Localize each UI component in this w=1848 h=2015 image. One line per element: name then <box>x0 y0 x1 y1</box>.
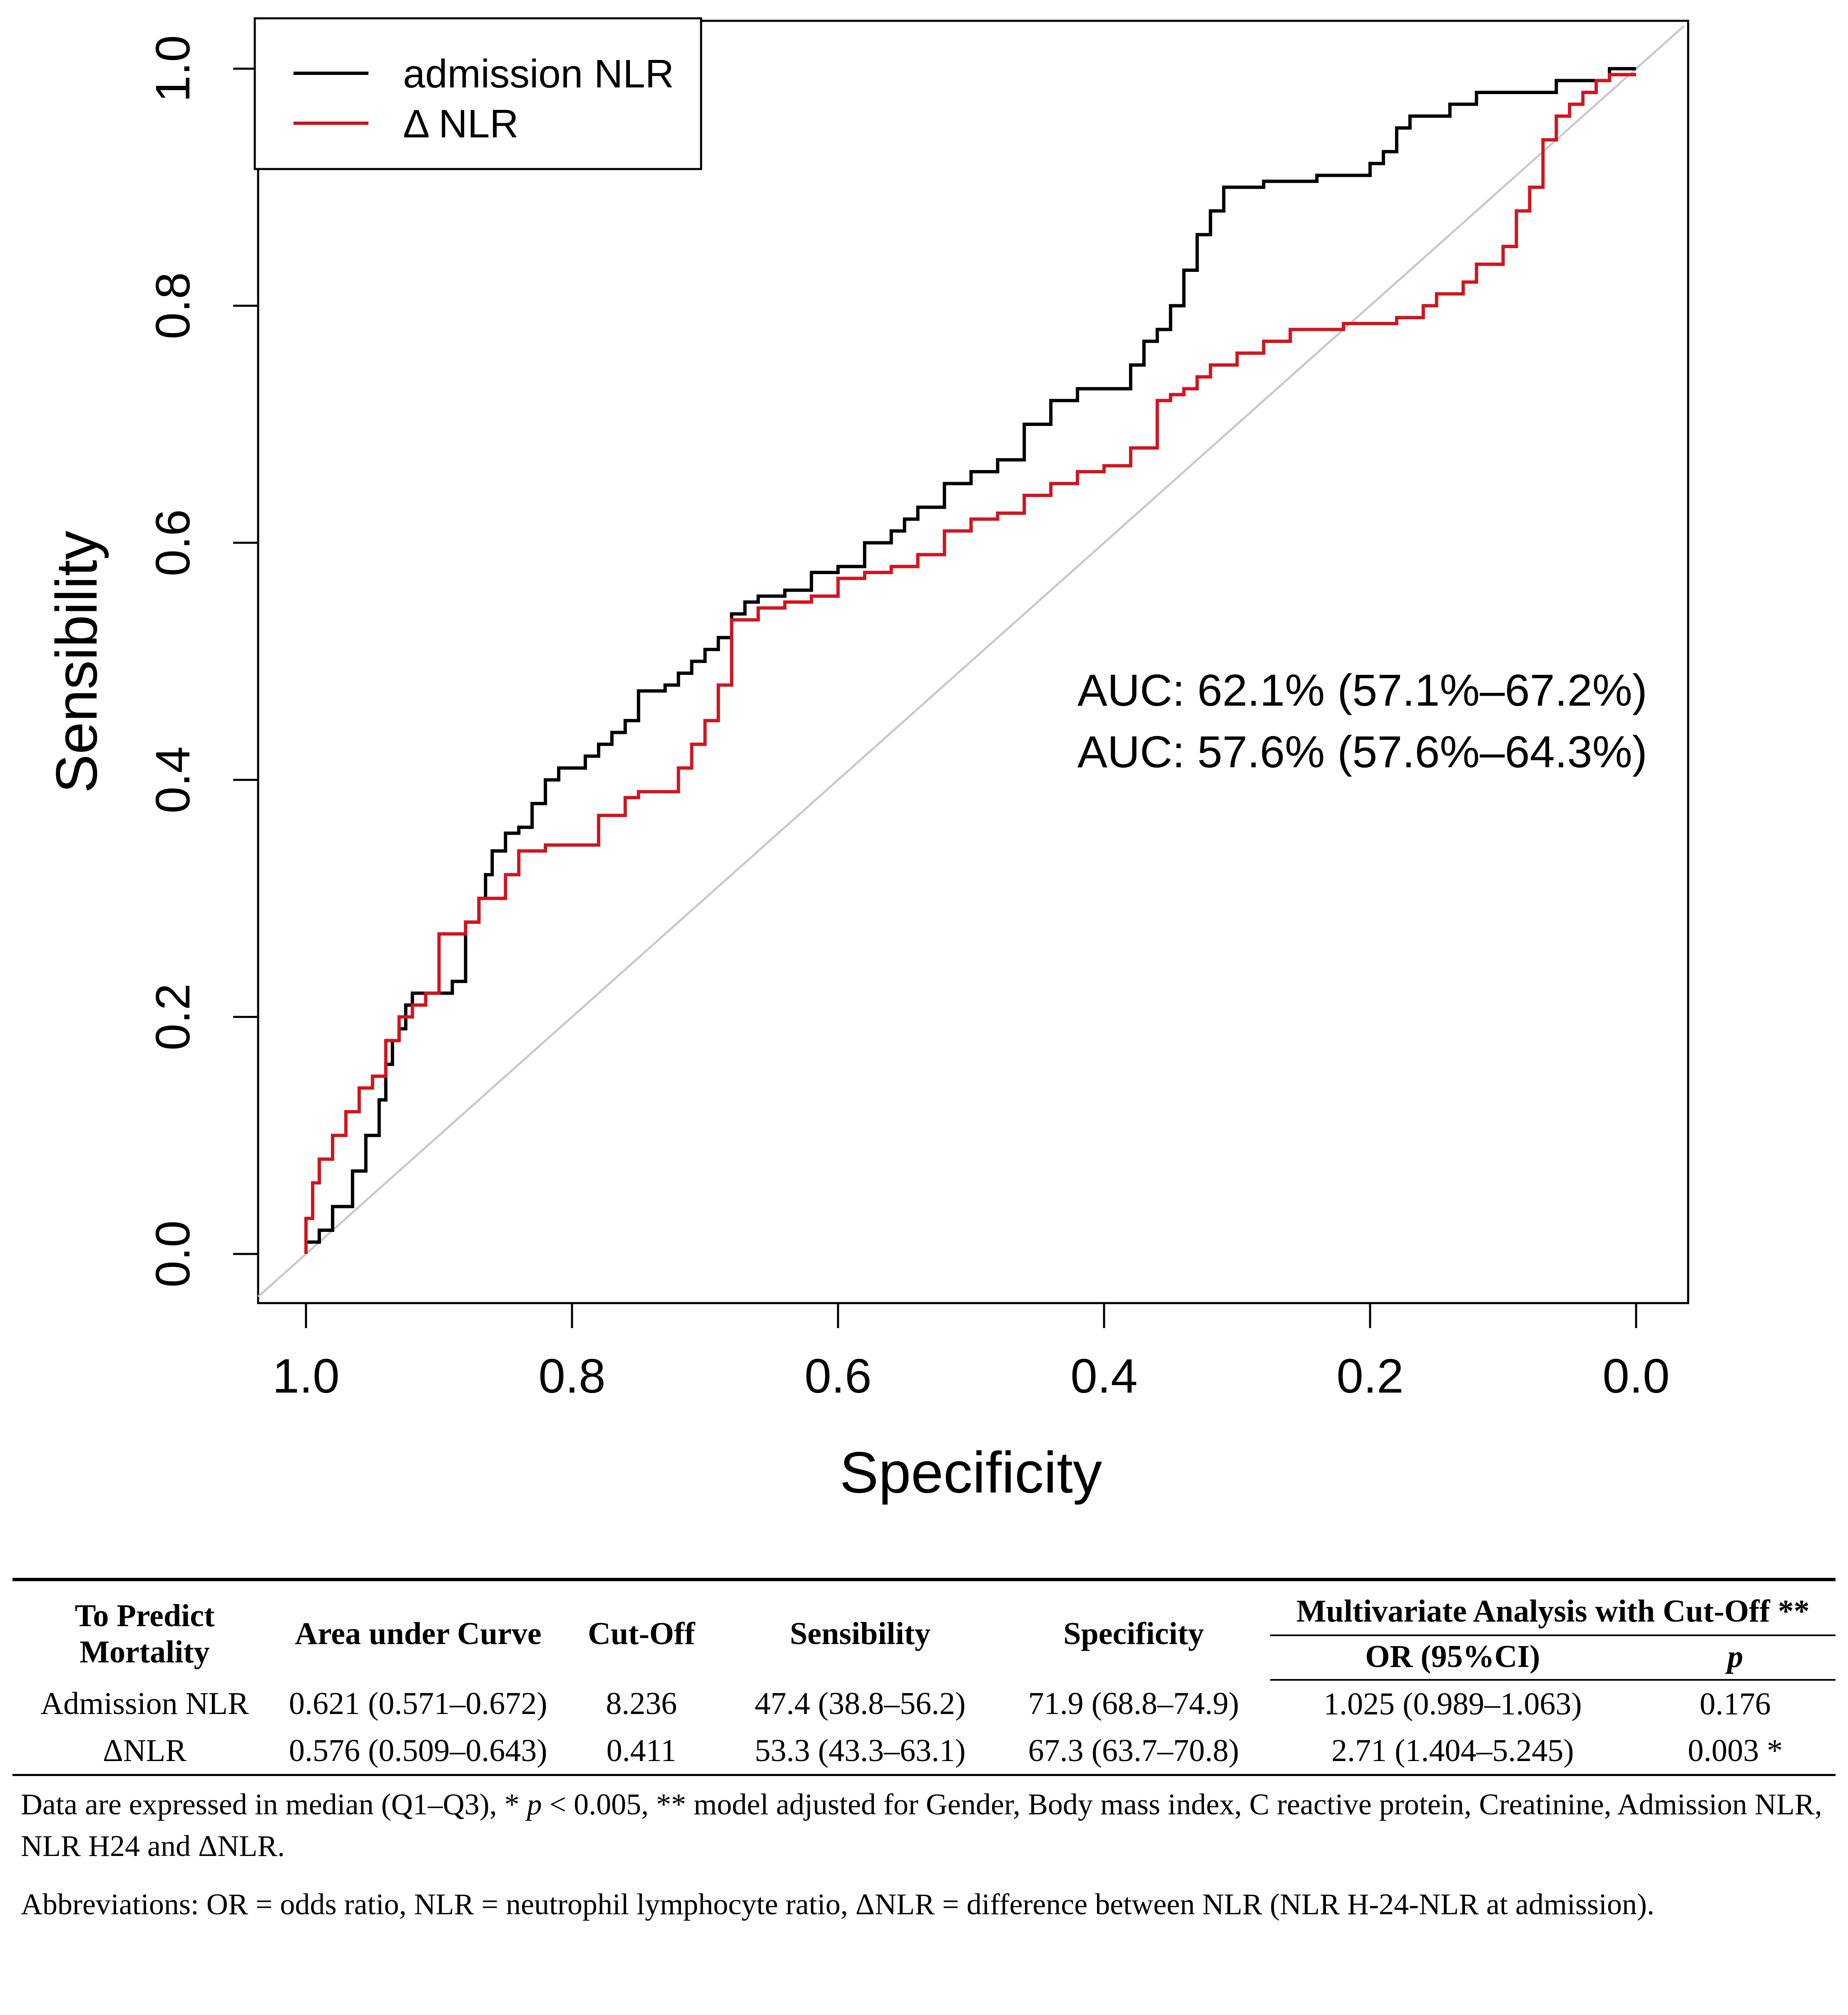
series-lines <box>304 67 1636 1254</box>
table-subheader-row: OR (95%CI) p <box>12 1635 1836 1681</box>
reference-diagonal <box>257 25 1685 1298</box>
table-row: Admission NLR 0.621 (0.571–0.672) 8.236 … <box>12 1680 1836 1727</box>
x-tick-label: 0.0 <box>1602 1349 1669 1403</box>
auc-annotation-admission-nlr: AUC: 62.1% (57.1%–67.2%) <box>1077 665 1647 715</box>
header-specificity: Specificity <box>997 1578 1271 1680</box>
footnote-p-symbol: p <box>527 1788 542 1821</box>
cell-sensibility: 53.3 (43.3–63.1) <box>723 1727 997 1776</box>
legend-label-admission-nlr: admission NLR <box>403 52 674 96</box>
cell-p: 0.003 * <box>1635 1727 1836 1776</box>
cell-or: 1.025 (0.989–1.063) <box>1323 1687 1582 1721</box>
y-tick-label: 0.4 <box>146 746 200 813</box>
cell-or: 2.71 (1.404–5.245) <box>1270 1727 1635 1776</box>
x-tick-label: 0.8 <box>538 1349 605 1403</box>
header-auc: Area under Curve <box>276 1578 560 1680</box>
footnote-data: Data are expressed in median (Q1–Q3), * … <box>21 1784 1827 1867</box>
cell-specificity: 71.9 (68.8–74.9) <box>1028 1686 1239 1721</box>
y-tick-label: 1.0 <box>146 35 200 102</box>
header-or: OR (95%CI) <box>1270 1635 1635 1681</box>
footnote-text-b: < 0.005, ** model adjusted for Gender, B… <box>21 1788 1822 1863</box>
roc-chart: 1.0 0.8 0.6 0.4 0.2 0.0 0.0 0.2 0.4 0.6 0.8 1.0 Sp… <box>44 17 1689 1505</box>
header-cutoff: Cut-Off <box>559 1578 724 1680</box>
x-axis-ticks: 1.0 0.8 0.6 0.4 0.2 0.0 <box>272 1303 1670 1403</box>
legend-label-delta-nlr: Δ NLR <box>403 102 519 146</box>
header-multivariate: Multivariate Analysis with Cut-Off ** <box>1270 1578 1836 1636</box>
cell-p: 0.176 <box>1699 1687 1771 1721</box>
cell-sensibility: 47.4 (38.8–56.2) <box>754 1686 966 1721</box>
row-name: Admission NLR <box>40 1686 249 1721</box>
y-axis-ticks: 0.0 0.2 0.4 0.6 0.8 1.0 <box>146 35 258 1288</box>
header-predict: To Predict Mortality <box>12 1578 277 1680</box>
header-p: p <box>1635 1635 1836 1681</box>
series-line-delta-nlr <box>304 73 1636 1254</box>
x-tick-label: 0.2 <box>1336 1349 1403 1403</box>
footnote-text-a: Data are expressed in median (Q1–Q3), * <box>21 1788 527 1821</box>
x-axis-title: Specificity <box>840 1440 1102 1505</box>
x-tick-label: 0.4 <box>1070 1349 1137 1403</box>
table-notes: Data are expressed in median (Q1–Q3), * … <box>12 1784 1836 1925</box>
row-name: ΔNLR <box>12 1727 277 1776</box>
y-tick-label: 0.6 <box>146 509 200 576</box>
x-tick-label: 1.0 <box>272 1349 339 1403</box>
cell-auc: 0.576 (0.509–0.643) <box>276 1727 560 1776</box>
y-tick-label: 0.8 <box>146 272 200 339</box>
header-sensibility: Sensibility <box>723 1578 997 1680</box>
auc-annotation-delta-nlr: AUC: 57.6% (57.6%–64.3%) <box>1077 726 1647 777</box>
y-axis-title: Sensibility <box>44 531 109 793</box>
legend: admission NLR Δ NLR <box>254 17 702 170</box>
cell-specificity: 67.3 (63.7–70.8) <box>997 1727 1271 1776</box>
y-tick-label: 0.0 <box>146 1220 200 1287</box>
table-row: ΔNLR 0.576 (0.509–0.643) 0.411 53.3 (43.… <box>12 1727 1836 1776</box>
cell-cutoff: 0.411 <box>559 1727 724 1776</box>
series-line-admission-nlr <box>304 67 1636 1254</box>
y-tick-label: 0.2 <box>146 983 200 1050</box>
results-section: To Predict Mortality Area under Curve Cu… <box>12 1578 1836 1942</box>
table-header-row: To Predict Mortality Area under Curve Cu… <box>12 1578 1836 1680</box>
cell-cutoff: 8.236 <box>606 1686 677 1721</box>
results-table: To Predict Mortality Area under Curve Cu… <box>12 1578 1836 1776</box>
cell-auc: 0.621 (0.571–0.672) <box>289 1686 547 1721</box>
footnote-abbreviations: Abbreviations: OR = odds ratio, NLR = ne… <box>21 1888 1655 1921</box>
legend-box <box>254 17 702 170</box>
x-tick-label: 0.6 <box>804 1349 871 1403</box>
